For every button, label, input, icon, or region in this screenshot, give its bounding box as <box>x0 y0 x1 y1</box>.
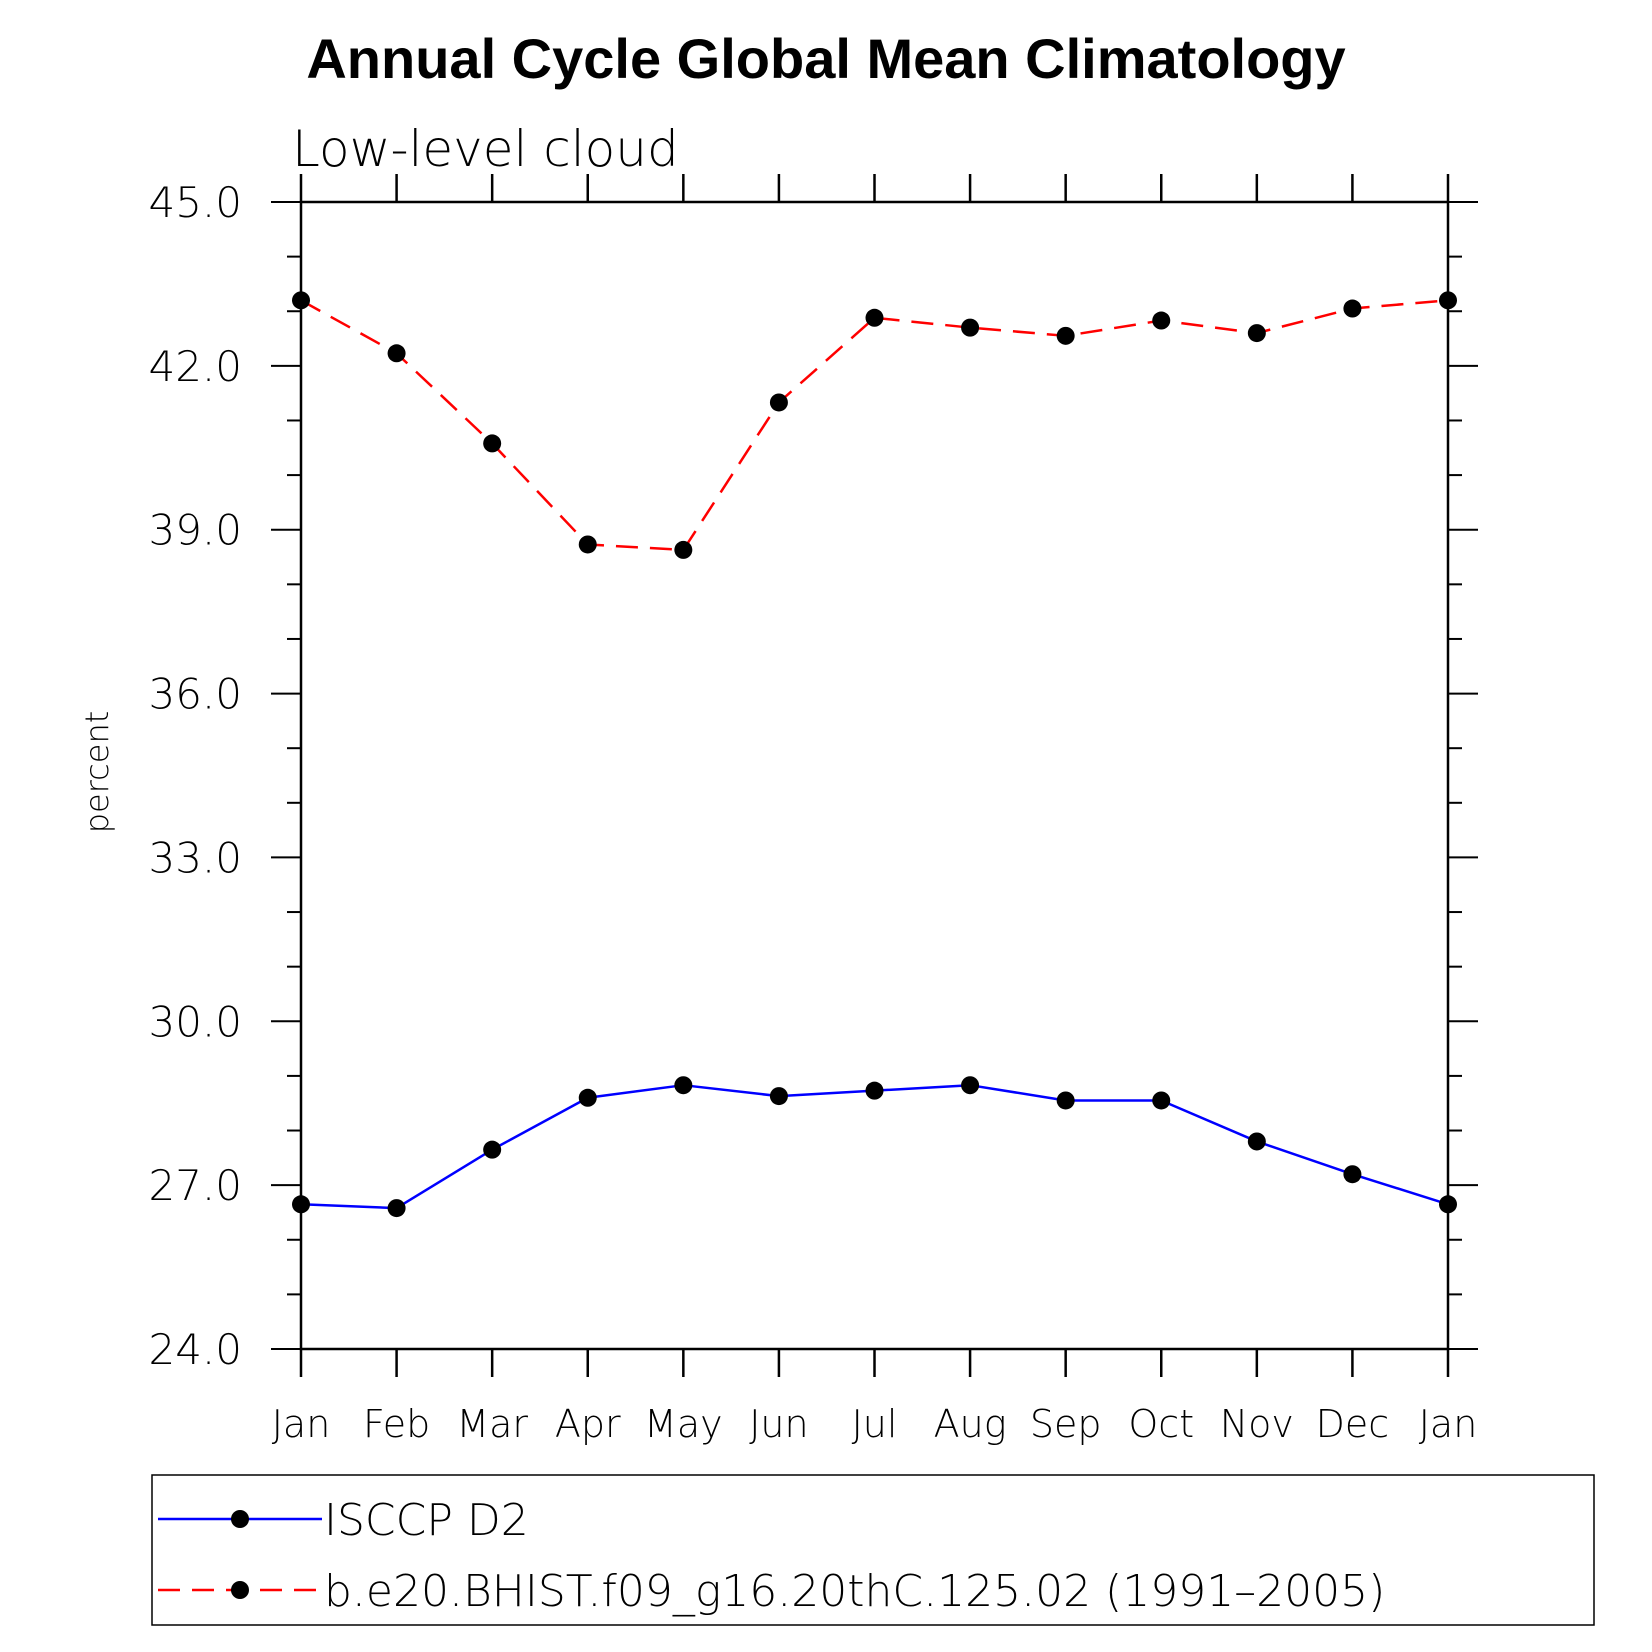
data-point-series-0 <box>1152 1091 1171 1110</box>
y-tick-label: 45.0 <box>148 178 242 227</box>
data-point-series-1 <box>483 434 502 453</box>
legend: ISCCP D2 b.e20.BHIST.f09_g16.20thC.125.0… <box>151 1474 1595 1626</box>
legend-label-isccp: ISCCP D2 <box>324 1495 529 1546</box>
x-tick-label: Jan <box>272 1402 331 1446</box>
x-tick-label: Jun <box>749 1402 808 1446</box>
chart-subtitle: Low-level cloud <box>292 120 679 178</box>
data-point-series-0 <box>578 1088 597 1107</box>
data-point-series-1 <box>769 393 788 412</box>
y-tick-label: 39.0 <box>148 506 242 555</box>
data-point-series-0 <box>865 1081 884 1100</box>
chart-title: Annual Cycle Global Mean Climatology <box>306 27 1345 90</box>
x-tick-label: Oct <box>1128 1402 1194 1446</box>
data-point-series-1 <box>387 344 406 363</box>
x-tick-label: Sep <box>1030 1402 1102 1446</box>
y-tick-label: 42.0 <box>148 342 242 391</box>
data-point-series-0 <box>1247 1132 1266 1151</box>
legend-marker-isccp <box>231 1510 249 1528</box>
data-point-series-1 <box>1152 311 1171 330</box>
data-point-series-1 <box>865 308 884 327</box>
data-point-series-1 <box>292 291 310 310</box>
tick-layer: Jan Feb Mar Apr May Jun Jul Aug Sep Oct Nov Dec Jan 2… <box>148 174 1478 1446</box>
legend-box <box>151 1474 1595 1626</box>
x-tick-label: Dec <box>1316 1402 1390 1446</box>
data-point-series-0 <box>1056 1091 1075 1110</box>
data-point-series-0 <box>292 1195 310 1214</box>
x-tick-label: Mar <box>456 1402 528 1446</box>
data-point-series-0 <box>387 1199 406 1218</box>
plot-frame <box>299 200 1450 1351</box>
data-point-series-1 <box>674 540 693 559</box>
series-layer <box>292 291 1457 1218</box>
y-axis-label: percent <box>78 711 116 834</box>
y-tick-label: 27.0 <box>148 1161 242 1210</box>
plot-area <box>299 200 1450 1351</box>
data-point-series-0 <box>674 1076 693 1095</box>
data-point-series-1 <box>1439 291 1457 310</box>
x-tick-label: Apr <box>555 1402 621 1446</box>
x-tick-label: Aug <box>934 1402 1007 1446</box>
y-tick-label: 24.0 <box>148 1325 242 1374</box>
data-point-series-0 <box>483 1140 502 1159</box>
legend-marker-model <box>231 1581 249 1599</box>
legend-label-model: b.e20.BHIST.f09_g16.20thC.125.02 (1991–2… <box>324 1566 1385 1617</box>
y-tick-label: 33.0 <box>148 833 242 882</box>
x-tick-label: Feb <box>363 1402 430 1446</box>
data-point-series-1 <box>578 535 597 554</box>
data-point-series-0 <box>1439 1195 1457 1214</box>
x-tick-label: Nov <box>1220 1402 1294 1446</box>
data-point-series-0 <box>961 1076 980 1095</box>
series-line-0 <box>300 1083 1449 1210</box>
y-tick-label: 30.0 <box>148 997 242 1046</box>
x-tick-label: May <box>644 1402 723 1446</box>
series-line-1 <box>300 299 1449 552</box>
x-tick-label: Jan <box>1419 1402 1478 1446</box>
data-point-series-1 <box>1343 299 1362 318</box>
data-point-series-0 <box>1343 1165 1362 1184</box>
y-tick-label: 36.0 <box>148 670 242 719</box>
data-point-series-1 <box>961 318 980 337</box>
data-point-series-1 <box>1056 326 1075 345</box>
data-point-series-0 <box>769 1087 788 1106</box>
x-tick-label: Jul <box>852 1402 898 1446</box>
data-point-series-1 <box>1247 324 1266 343</box>
